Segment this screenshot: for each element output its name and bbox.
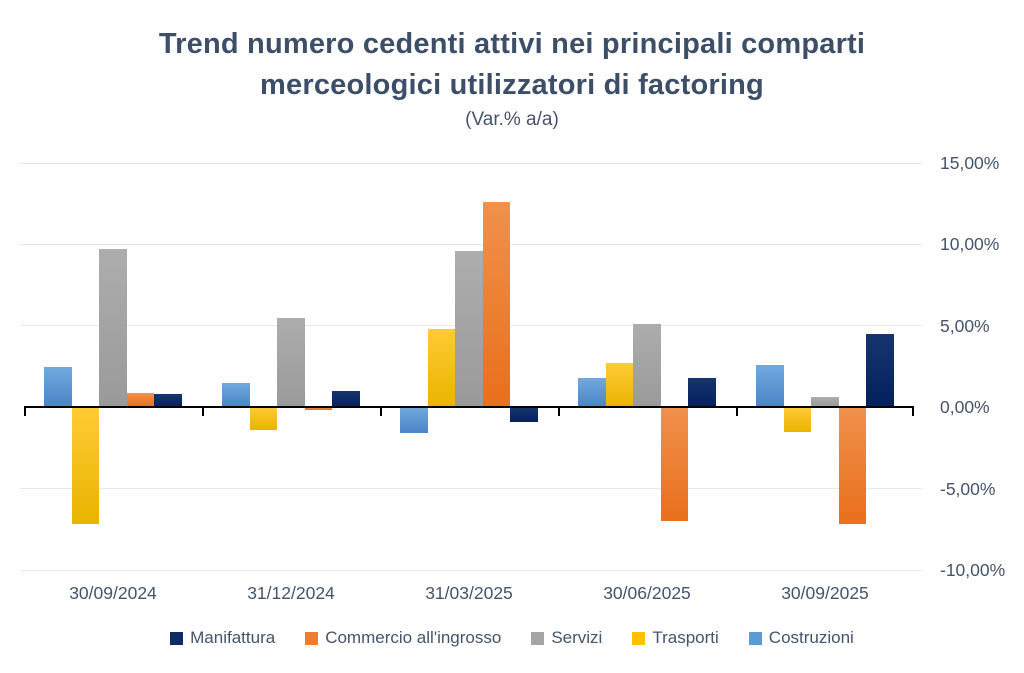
gridline bbox=[20, 243, 922, 245]
bar-commercio-all-ingrosso-31-03-2025 bbox=[482, 202, 511, 408]
bar-servizi-31-03-2025 bbox=[455, 250, 483, 408]
x-axis-label: 31/12/2024 bbox=[247, 583, 335, 603]
legend-item-costruzioni: Costruzioni bbox=[748, 628, 854, 648]
bar-trasporti-31-12-2024 bbox=[249, 407, 278, 430]
axis-tick bbox=[202, 407, 204, 417]
zero-axis-line bbox=[24, 406, 914, 409]
axis-tick bbox=[24, 407, 26, 417]
legend-label: Servizi bbox=[551, 628, 603, 647]
bar-commercio-all-ingrosso-30-09-2025 bbox=[838, 407, 867, 525]
legend-label: Manifattura bbox=[190, 628, 276, 647]
gridline bbox=[20, 569, 922, 571]
x-axis-label: 30/09/2024 bbox=[69, 583, 157, 603]
y-axis-label: 0,00% bbox=[940, 397, 990, 418]
bar-servizi-30-06-2025 bbox=[633, 324, 661, 408]
chart-subtitle: (Var.% a/a) bbox=[465, 109, 559, 130]
bar-trasporti-31-03-2025 bbox=[427, 329, 456, 408]
axis-tick bbox=[736, 407, 738, 417]
bar-trasporti-30-09-2025 bbox=[783, 407, 812, 432]
y-axis-label: 10,00% bbox=[940, 234, 1000, 255]
bar-servizi-31-12-2024 bbox=[277, 317, 305, 408]
x-axis-label: 30/06/2025 bbox=[603, 583, 691, 603]
gridline bbox=[20, 488, 922, 490]
bar-costruzioni-31-03-2025 bbox=[400, 407, 428, 434]
axis-tick bbox=[912, 407, 914, 417]
y-axis-label: -10,00% bbox=[940, 560, 1006, 580]
gridline bbox=[20, 162, 922, 164]
legend-label: Costruzioni bbox=[768, 628, 854, 647]
bar-manifattura-31-03-2025 bbox=[510, 407, 538, 422]
legend-label: Trasporti bbox=[652, 628, 719, 647]
legend-label: Commercio all'ingrosso bbox=[325, 628, 502, 647]
legend-swatch-icon bbox=[632, 631, 646, 645]
x-axis-label: 30/09/2025 bbox=[781, 583, 869, 603]
bar-commercio-all-ingrosso-31-12-2024 bbox=[304, 407, 333, 411]
bar-servizi-30-09-2025 bbox=[811, 397, 839, 408]
bar-costruzioni-30-06-2025 bbox=[578, 377, 606, 408]
legend-swatch-icon bbox=[531, 631, 545, 645]
bar-commercio-all-ingrosso-30-06-2025 bbox=[660, 407, 689, 522]
legend-swatch-icon bbox=[748, 631, 762, 645]
y-axis-label: 15,00% bbox=[940, 153, 1000, 173]
axis-tick bbox=[558, 407, 560, 417]
bar-costruzioni-30-09-2025 bbox=[756, 364, 784, 408]
legend-item-servizi: Servizi bbox=[531, 628, 602, 648]
legend-item-commercio-all-ingrosso: Commercio all'ingrosso bbox=[305, 628, 501, 648]
bar-manifattura-30-06-2025 bbox=[688, 377, 716, 408]
plot-area bbox=[20, 162, 922, 571]
chart-header: Trend numero cedenti attivi nei principa… bbox=[0, 24, 1024, 133]
bar-manifattura-30-09-2025 bbox=[866, 333, 894, 408]
y-axis-label: 5,00% bbox=[940, 315, 990, 336]
chart-legend: Manifattura Commercio all'ingrosso Servizi… bbox=[0, 628, 1024, 648]
bar-servizi-30-09-2024 bbox=[99, 249, 127, 408]
bar-costruzioni-31-12-2024 bbox=[222, 382, 250, 408]
legend-item-manifattura: Manifattura bbox=[170, 628, 275, 648]
y-axis-label: -5,00% bbox=[940, 478, 996, 499]
bar-manifattura-30-09-2024 bbox=[154, 394, 182, 408]
bar-commercio-all-ingrosso-30-09-2024 bbox=[126, 392, 155, 408]
chart-title-line-1: Trend numero cedenti attivi nei principa… bbox=[158, 28, 866, 60]
bar-costruzioni-30-09-2024 bbox=[44, 366, 72, 408]
legend-item-trasporti: Trasporti bbox=[632, 628, 719, 648]
bar-trasporti-30-06-2025 bbox=[605, 363, 634, 408]
x-axis-label: 31/03/2025 bbox=[425, 583, 513, 603]
bar-trasporti-30-09-2024 bbox=[71, 407, 100, 525]
chart-title-line-2: merceologici utilizzatori di factoring bbox=[260, 69, 764, 101]
bar-manifattura-31-12-2024 bbox=[332, 390, 360, 408]
legend-swatch-icon bbox=[170, 631, 184, 645]
legend-swatch-icon bbox=[305, 631, 319, 645]
axis-tick bbox=[380, 407, 382, 417]
